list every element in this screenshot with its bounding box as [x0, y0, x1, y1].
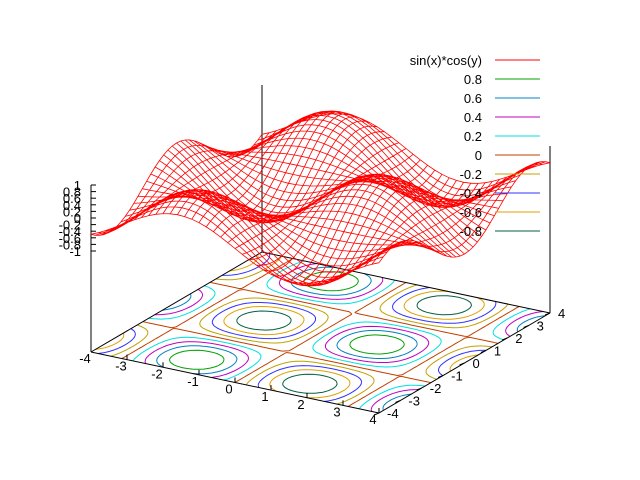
y-tick-mark [544, 312, 551, 316]
surface-mesh [90, 110, 551, 287]
y-tick-mark [459, 362, 465, 366]
contour-line-0 [121, 258, 520, 407]
z-tick-label: 0.2 [63, 204, 81, 219]
legend-label: 0 [475, 148, 482, 163]
y-tick-label: -4 [387, 406, 399, 421]
legend-label: 0.4 [464, 110, 482, 125]
y-tick-label: 0 [473, 356, 480, 371]
y-tick-mark [416, 387, 422, 391]
x-tick-label: 1 [261, 389, 268, 404]
legend-label: 0.2 [464, 129, 482, 144]
legend-label: -0.8 [460, 224, 482, 239]
y-tick-label: -3 [408, 394, 420, 409]
contour-base [95, 253, 546, 412]
legend-label: -0.2 [460, 167, 482, 182]
y-tick-mark [373, 412, 380, 416]
y-tick-label: -1 [451, 369, 463, 384]
legend: sin(x)*cos(y) 0.8 0.6 0.4 0.2 0 -0.2 -0.4 -0.6 -0… [410, 53, 540, 239]
z-tick-label: -0.4 [59, 224, 81, 239]
contour-line-0.8 [169, 271, 405, 370]
contour-line--0.2 [110, 255, 509, 405]
x-tick-label: -1 [187, 374, 199, 389]
x-tick-label: 2 [297, 397, 304, 412]
contour-line-0.4 [144, 263, 543, 412]
y-tick-label: 2 [515, 331, 522, 346]
surface-wireframe-sin-x-cos-y [90, 110, 551, 287]
back-base-edge [261, 251, 551, 314]
x-tick-label: 3 [333, 404, 340, 419]
z-tick-label: -1 [69, 244, 81, 259]
contour-line--0.4 [98, 253, 497, 402]
z-tick-label: -0.2 [59, 218, 81, 233]
x-tick-label: 0 [225, 382, 232, 397]
x-tick-label: -4 [79, 351, 91, 366]
y-tick-label: 1 [494, 344, 501, 359]
z-tick-label: -0.6 [59, 231, 81, 246]
contour-line--0.6 [95, 254, 485, 399]
z-tick-label: 0 [74, 211, 81, 226]
z-tick-label: 0.4 [63, 198, 81, 213]
z-tick-label: 0.8 [63, 185, 81, 200]
y-tick-label: 3 [537, 319, 544, 334]
back-left-base-edge [90, 251, 263, 353]
z-tick-label: 1 [74, 178, 81, 193]
y-tick-label: -2 [430, 381, 442, 396]
z-tick-label: -0.8 [59, 237, 81, 252]
x-tick-label: -3 [115, 359, 127, 374]
y-tick-mark [437, 375, 444, 378]
legend-label: -0.6 [460, 205, 482, 220]
y-tick-mark [480, 350, 487, 353]
contour-line-0.6 [156, 266, 546, 411]
x-tick-label: 4 [369, 412, 376, 427]
contour-line--0.8 [236, 295, 472, 394]
z-tick-label: 0.6 [63, 191, 81, 206]
legend-label: 0.6 [464, 91, 482, 106]
y-tick-label: 4 [558, 306, 565, 321]
y-tick-mark [523, 325, 529, 328]
y-tick-mark [395, 400, 401, 403]
y-tick-mark [502, 337, 508, 341]
legend-label: 0.8 [464, 72, 482, 87]
legend-label: -0.4 [460, 186, 482, 201]
x-tick-label: -2 [151, 366, 163, 381]
legend-label: sin(x)*cos(y) [410, 53, 482, 68]
